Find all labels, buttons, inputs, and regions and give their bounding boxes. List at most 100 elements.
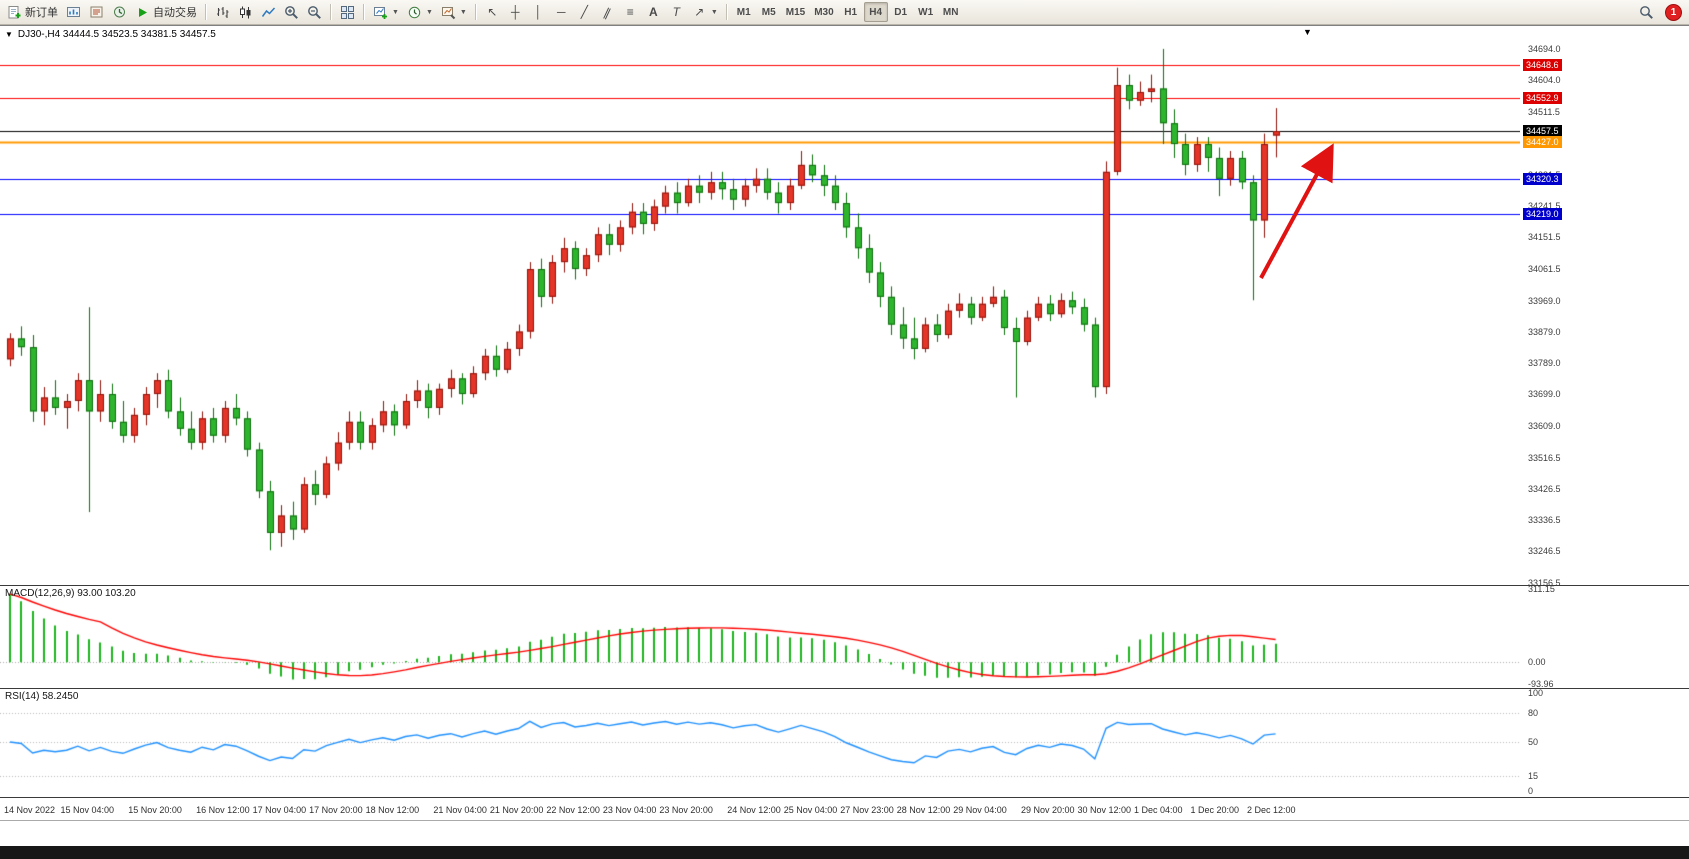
time-axis[interactable]: 14 Nov 2022 15 Nov 04:00 15 Nov 20:00 16 No… <box>0 797 1520 820</box>
time-axis-label: 24 Nov 12:00 <box>727 805 781 815</box>
trendline-tool-button[interactable]: ╱ <box>573 2 596 22</box>
time-axis-label: 21 Nov 04:00 <box>433 805 487 815</box>
price-axis-label: 34061.5 <box>1528 263 1561 274</box>
rsi-axis-label: 80 <box>1528 707 1539 718</box>
time-axis-label: 23 Nov 04:00 <box>602 805 657 815</box>
toolbar-separator <box>330 4 332 20</box>
timeframe-M15[interactable]: M15 <box>782 2 809 22</box>
timeframe-M30[interactable]: M30 <box>810 2 837 22</box>
rsi-axis-label: 50 <box>1528 737 1539 747</box>
time-axis-label: 27 Nov 23:00 <box>840 805 894 815</box>
search-button[interactable] <box>1635 2 1658 22</box>
panel-separator[interactable] <box>0 585 1689 586</box>
macd-axis-label: -93.96 <box>1528 679 1554 690</box>
cursor-tool-button[interactable]: ↖ <box>481 2 504 22</box>
strategy-tester-button[interactable] <box>108 2 131 22</box>
time-axis-label: 23 Nov 20:00 <box>659 805 713 815</box>
bar-chart-icon <box>215 5 230 20</box>
time-axis-label: 22 Nov 12:00 <box>546 805 600 815</box>
macd-axis-label: 311.15 <box>1528 584 1555 595</box>
candlestick-mode-button[interactable] <box>234 2 257 22</box>
macd-axis-label: 0.00 <box>1528 657 1546 668</box>
label-tool-button[interactable]: T <box>665 2 688 22</box>
notification-badge[interactable]: 1 <box>1665 3 1682 21</box>
new-chart-button[interactable]: ▼ <box>369 2 403 22</box>
zoom-in-button[interactable] <box>280 2 303 22</box>
charts-list-button[interactable] <box>62 2 85 22</box>
autotrading-label: 自动交易 <box>153 7 197 19</box>
price-axis-label: 34604.0 <box>1528 75 1561 86</box>
price-axis-label: 33609.0 <box>1528 420 1561 431</box>
price-axis-label: 33246.5 <box>1528 546 1561 557</box>
time-axis-label: 21 Nov 20:00 <box>489 805 544 815</box>
trendline-icon: ╱ <box>580 5 588 19</box>
price-axis-label: 34511.5 <box>1528 107 1560 118</box>
chart-header: ▼ DJ30-,H4 34444.5 34523.5 34381.5 34457… <box>5 29 216 40</box>
taskbar-strip <box>0 846 1689 859</box>
arrows-tool-button[interactable]: ↗ ▼ <box>688 2 722 22</box>
panel-separator[interactable] <box>0 688 1689 689</box>
crosshair-tool-button[interactable]: ┼ <box>504 2 527 22</box>
timeframe-toolbar: M1 M5 M15 M30 H1 H4 D1 W1 MN <box>732 2 963 22</box>
time-axis-label: 17 Nov 20:00 <box>309 805 363 815</box>
label-tool-icon: T <box>672 5 680 19</box>
time-axis-label: 28 Nov 12:00 <box>896 805 951 815</box>
new-order-button[interactable]: 新订单 <box>3 2 62 22</box>
autotrading-icon <box>135 5 150 20</box>
channel-tool-button[interactable]: ∥ <box>596 2 619 22</box>
horizontal-line-tool-button[interactable]: ─ <box>550 2 573 22</box>
text-tool-button[interactable]: A <box>642 2 665 22</box>
templates-button[interactable]: ▼ <box>437 2 471 22</box>
line-chart-mode-button[interactable] <box>257 2 280 22</box>
macd-panel-canvas[interactable] <box>0 585 1520 688</box>
price-axis-label: 33426.5 <box>1528 483 1561 494</box>
bar-chart-mode-button[interactable] <box>211 2 234 22</box>
macd-indicator-label: MACD(12,26,9) 93.00 103.20 <box>5 588 136 599</box>
price-tag: 34648.6 <box>1523 58 1562 71</box>
panel-separator <box>0 797 1689 798</box>
timeframe-M1[interactable]: M1 <box>732 2 756 22</box>
time-axis-label: 18 Nov 12:00 <box>365 805 420 815</box>
terminal-button[interactable] <box>85 2 108 22</box>
price-tag: 34552.9 <box>1523 91 1562 104</box>
periods-button[interactable]: ▼ <box>403 2 437 22</box>
timeframe-H1[interactable]: H1 <box>839 2 863 22</box>
price-axis[interactable]: 34694.034604.034511.534421.534331.534241… <box>1521 26 1689 820</box>
charts-list-icon <box>66 5 81 20</box>
annotation-arrow[interactable] <box>0 26 1520 585</box>
timeframe-D1[interactable]: D1 <box>889 2 913 22</box>
price-tag: 34427.0 <box>1523 135 1562 148</box>
time-axis-label: 2 Dec 12:00 <box>1247 805 1296 815</box>
time-axis-label: 15 Nov 04:00 <box>60 805 115 815</box>
zoom-out-button[interactable] <box>303 2 326 22</box>
timeframe-H4[interactable]: H4 <box>863 2 888 22</box>
rsi-panel-canvas[interactable] <box>0 688 1520 797</box>
price-axis-label: 33156.5 <box>1528 577 1561 588</box>
vertical-line-tool-button[interactable]: │ <box>527 2 550 22</box>
toolbar-separator <box>474 4 477 20</box>
dropdown-caret: ▼ <box>425 8 433 16</box>
one-click-trading-toggle[interactable]: ▼ <box>5 30 13 39</box>
price-tag: 34320.3 <box>1523 172 1562 185</box>
time-axis-label: 16 Nov 12:00 <box>196 805 250 815</box>
timeframe-W1[interactable]: W1 <box>914 2 938 22</box>
dropdown-caret: ▼ <box>392 8 399 16</box>
dropdown-caret: ▼ <box>710 8 718 16</box>
chart-shift-marker[interactable]: ▼ <box>1303 27 1312 37</box>
cursor-icon: ↖ <box>487 5 498 19</box>
rsi-axis-label: 0 <box>1528 786 1534 796</box>
price-axis-label: 33699.0 <box>1528 389 1561 400</box>
timeframe-M5[interactable]: M5 <box>757 2 781 22</box>
fibonacci-icon: ≡ <box>626 5 634 19</box>
line-chart-icon <box>261 5 276 20</box>
new-chart-icon <box>373 5 388 20</box>
toolbar-separator <box>725 4 728 20</box>
main-chart-canvas[interactable] <box>0 26 1520 585</box>
timeframe-MN[interactable]: MN <box>939 2 963 22</box>
tile-windows-button[interactable] <box>336 2 359 22</box>
dropdown-caret: ▼ <box>459 8 467 16</box>
tile-windows-icon <box>340 5 355 20</box>
autotrading-button[interactable]: 自动交易 <box>131 2 201 22</box>
fibonacci-tool-button[interactable]: ≡ <box>619 2 642 22</box>
